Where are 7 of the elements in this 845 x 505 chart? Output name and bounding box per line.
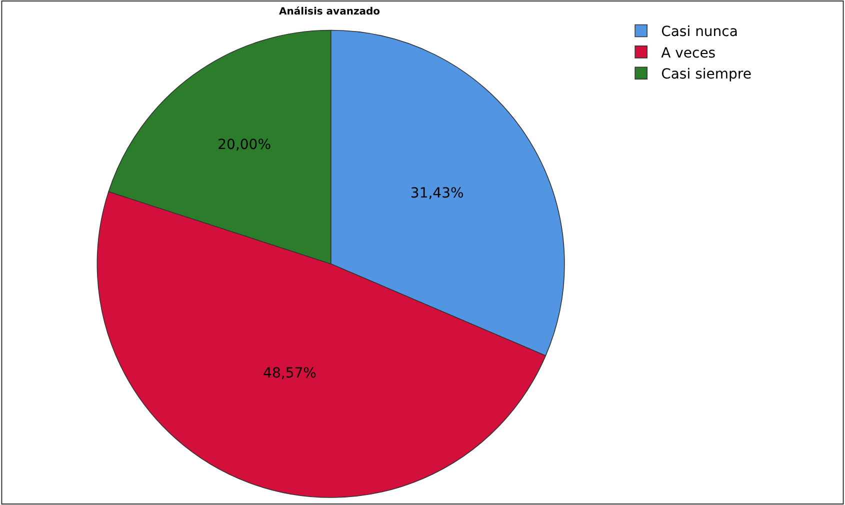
legend-label: A veces (661, 45, 716, 62)
data-label: 20,00% (218, 136, 272, 153)
legend-label: Casi nunca (661, 24, 738, 40)
chart-title: Análisis avanzado (279, 6, 380, 18)
legend-label: Casi siempre (661, 66, 752, 83)
data-label: 31,43% (410, 186, 464, 202)
data-label: 48,57% (263, 365, 316, 382)
